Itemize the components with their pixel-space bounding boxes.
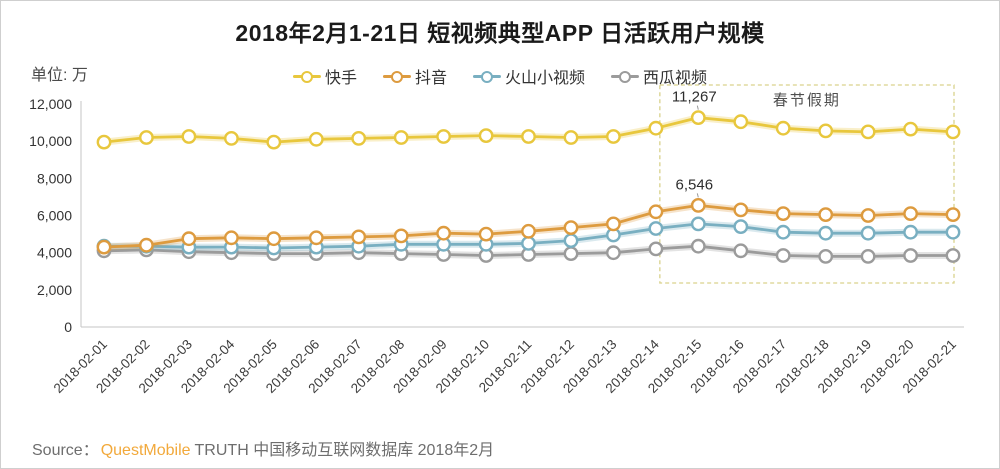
data-point-huoshan (860, 225, 876, 241)
data-point-kuaishou (945, 124, 961, 140)
data-point-douyin (775, 206, 791, 222)
chart-legend: 快手 抖音 火山小视频 西瓜视频 (292, 64, 707, 88)
data-point-kuaishou (308, 131, 324, 147)
legend-item-xigua: 西瓜视频 (611, 64, 707, 88)
holiday-box-label: 春节假期 (773, 92, 841, 109)
data-point-kuaishou (181, 129, 197, 144)
y-tick-label: 2,000 (37, 282, 72, 298)
data-point-douyin (563, 220, 579, 236)
data-point-douyin (96, 239, 112, 255)
legend-label-kuaishou: 快手 (324, 70, 357, 87)
data-point-xigua (648, 241, 664, 257)
annotation-value: 6,546 (676, 176, 714, 193)
data-point-kuaishou (436, 129, 451, 144)
data-point-kuaishou (563, 130, 579, 145)
data-point-douyin (351, 229, 367, 245)
legend-marker-icon (292, 70, 321, 83)
data-point-huoshan (775, 224, 791, 240)
data-point-kuaishou (478, 128, 494, 144)
source-prefix: Source： (32, 442, 99, 459)
data-point-huoshan (648, 221, 664, 236)
source-line: Source： QuestMobile TRUTH 中国移动互联网数据库 2018年… (32, 436, 494, 460)
data-point-xigua (563, 246, 579, 262)
legend-item-huoshan: 火山小视频 (473, 64, 585, 88)
data-point-douyin (393, 228, 409, 244)
data-point-xigua (606, 245, 621, 261)
data-point-kuaishou (903, 121, 918, 137)
legend-item-douyin: 抖音 (382, 64, 447, 88)
data-point-xigua (818, 248, 834, 264)
data-point-douyin (223, 230, 239, 246)
data-point-kuaishou (690, 110, 706, 126)
legend-item-kuaishou: 快手 (292, 64, 357, 88)
data-point-huoshan (903, 224, 918, 240)
data-point-huoshan (563, 233, 579, 249)
data-point-douyin (181, 231, 197, 247)
data-point-douyin (606, 216, 621, 232)
data-point-huoshan (521, 235, 536, 251)
data-point-douyin (903, 206, 918, 222)
data-point-xigua (775, 248, 791, 263)
data-point-kuaishou (266, 134, 282, 150)
data-point-douyin (690, 197, 706, 213)
legend-marker-icon (611, 70, 640, 83)
legend-label-douyin: 抖音 (414, 70, 447, 87)
source-rest: TRUTH 中国移动互联网数据库 2018年2月 (194, 442, 495, 459)
data-point-douyin (860, 208, 876, 223)
data-point-douyin (648, 204, 664, 220)
legend-marker-icon (473, 70, 501, 83)
page-title: 2018年2月1-21日 短视频典型APP 日活跃用户规模 (235, 20, 765, 46)
y-tick-label: 8,000 (37, 170, 72, 186)
data-point-kuaishou (96, 134, 112, 150)
data-point-xigua (903, 248, 918, 263)
source-brand: QuestMobile (100, 442, 191, 459)
data-point-huoshan (818, 225, 834, 241)
data-point-kuaishou (818, 123, 834, 139)
annotation-leader (696, 105, 699, 110)
data-point-douyin (436, 225, 451, 241)
data-point-kuaishou (733, 114, 749, 130)
data-point-douyin (733, 202, 749, 218)
data-point-huoshan (945, 224, 961, 240)
data-point-kuaishou (860, 124, 876, 140)
data-point-xigua (690, 238, 706, 254)
data-point-xigua (860, 248, 876, 264)
annotation-value: 11,267 (672, 89, 717, 106)
data-point-kuaishou (521, 129, 536, 144)
data-point-douyin (138, 237, 154, 253)
data-point-douyin (308, 230, 324, 246)
data-point-huoshan (733, 219, 749, 235)
y-tick-label: 4,000 (37, 245, 72, 261)
unit-label: 单位: 万 (31, 67, 88, 84)
data-point-douyin (266, 231, 282, 247)
data-point-kuaishou (393, 130, 409, 145)
data-point-huoshan (690, 216, 706, 232)
data-point-kuaishou (351, 130, 367, 146)
y-tick-label: 6,000 (37, 208, 72, 224)
data-point-kuaishou (775, 120, 791, 136)
data-point-douyin (945, 207, 961, 223)
legend-label-xigua: 西瓜视频 (643, 70, 708, 87)
data-point-kuaishou (606, 129, 621, 144)
data-point-douyin (521, 223, 536, 239)
data-point-douyin (478, 226, 494, 242)
data-point-xigua (945, 248, 961, 263)
data-point-kuaishou (648, 120, 664, 136)
data-point-douyin (818, 207, 834, 223)
legend-label-huoshan: 火山小视频 (505, 70, 586, 87)
y-tick-label: 10,000 (29, 133, 72, 149)
data-point-kuaishou (223, 130, 239, 146)
y-tick-label: 0 (64, 319, 72, 335)
annotation-leader (696, 193, 699, 198)
y-tick-label: 12,000 (29, 96, 72, 112)
data-point-kuaishou (138, 130, 154, 145)
data-point-xigua (733, 243, 749, 259)
holiday-box (659, 84, 955, 284)
legend-marker-icon (382, 70, 411, 83)
